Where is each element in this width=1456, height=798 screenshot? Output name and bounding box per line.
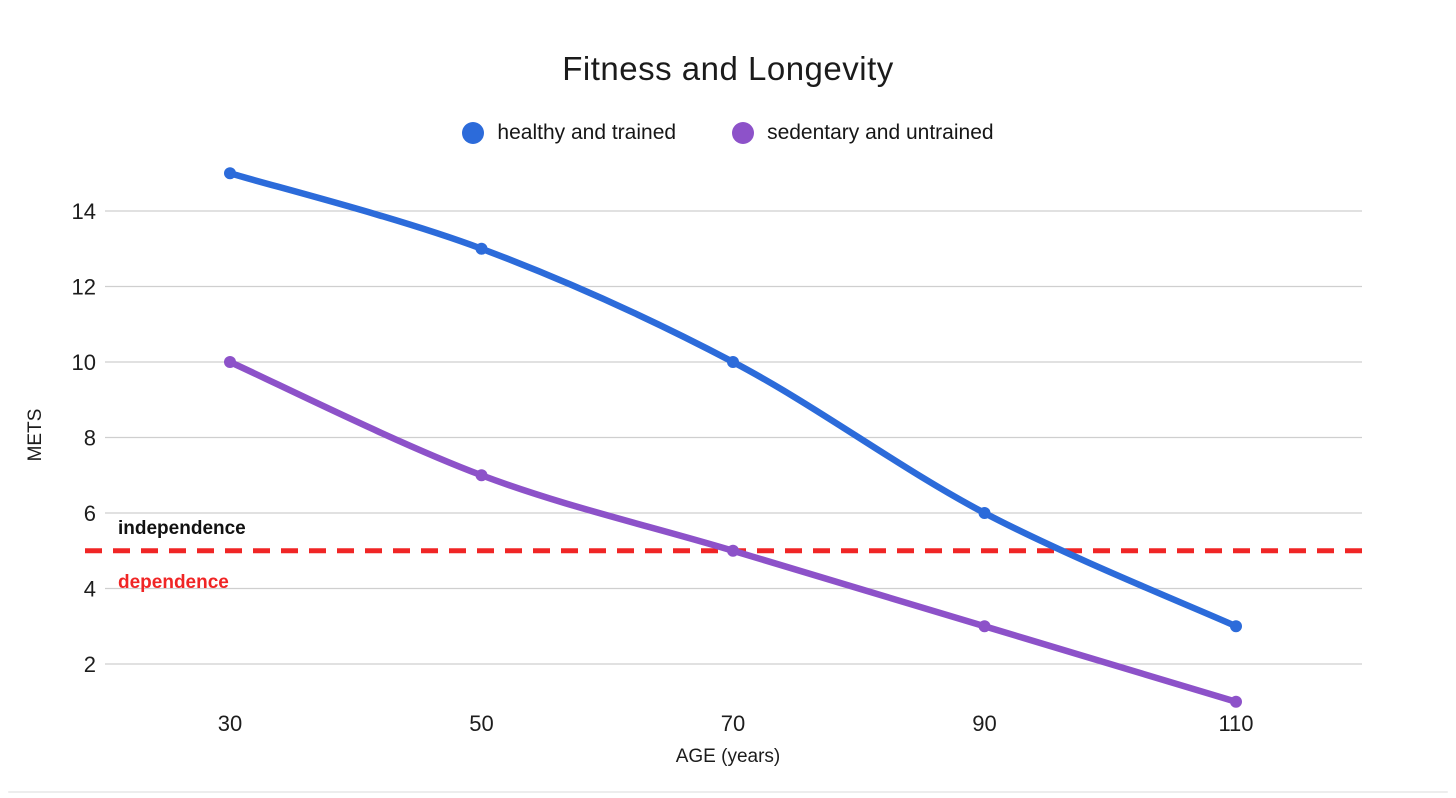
- y-tick-label: 8: [84, 426, 96, 451]
- x-tick-label: 90: [972, 711, 996, 736]
- chart-title: Fitness and Longevity: [562, 50, 894, 87]
- threshold-label-below: dependence: [118, 572, 229, 593]
- data-point-sedentary-and-untrained: [475, 469, 488, 482]
- chart-legend: healthy and trained sedentary and untrain…: [0, 121, 1456, 145]
- y-axis-title: METS: [25, 408, 46, 462]
- legend-label: healthy and trained: [497, 121, 677, 144]
- y-tick-label: 12: [72, 275, 96, 300]
- legend-item-healthy-and-trained: healthy and trained: [462, 121, 676, 145]
- data-point-sedentary-and-untrained: [978, 620, 991, 633]
- y-tick-label: 14: [72, 199, 96, 224]
- legend-label: sedentary and untrained: [767, 121, 994, 144]
- data-point-healthy-and-trained: [727, 356, 739, 368]
- series-line-healthy-and-trained: [226, 170, 1240, 630]
- data-point-healthy-and-trained: [475, 242, 488, 255]
- y-tick-label: 10: [72, 350, 96, 375]
- y-tick-label: 4: [84, 577, 96, 602]
- x-tick-label: 70: [721, 711, 745, 736]
- data-point-healthy-and-trained: [1230, 620, 1242, 633]
- threshold-label-above: independence: [118, 518, 246, 539]
- x-tick-label: 30: [218, 711, 242, 736]
- data-point-sedentary-and-untrained: [224, 356, 236, 368]
- data-point-healthy-and-trained: [224, 167, 236, 180]
- legend-dot-icon: [732, 122, 755, 144]
- y-tick-label: 2: [84, 652, 96, 677]
- bottom-divider: [8, 791, 1448, 793]
- data-point-sedentary-and-untrained: [1230, 695, 1242, 708]
- x-axis-title: AGE (years): [675, 746, 781, 767]
- y-tick-label: 6: [84, 501, 96, 526]
- data-point-healthy-and-trained: [978, 507, 991, 519]
- x-tick-label: 110: [1218, 711, 1253, 736]
- x-tick-label: 50: [469, 711, 493, 736]
- data-point-sedentary-and-untrained: [727, 544, 739, 557]
- series-line-sedentary-and-untrained: [226, 358, 1240, 705]
- legend-dot-icon: [462, 122, 485, 144]
- legend-item-sedentary-and-untrained: sedentary and untrained: [732, 121, 994, 145]
